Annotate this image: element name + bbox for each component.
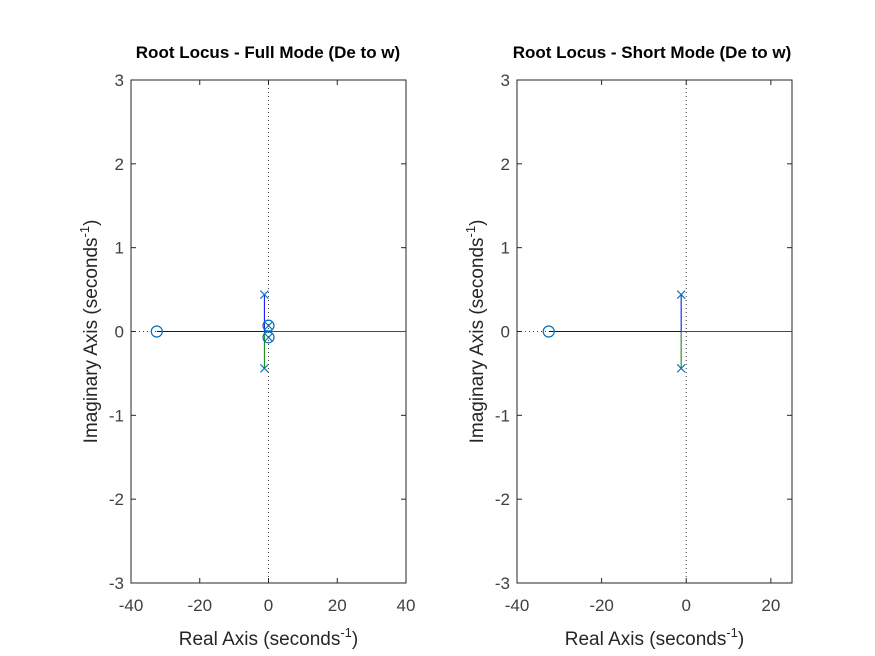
- y-tick-label: 1: [501, 239, 510, 258]
- y-axis-label-text: Imaginary Axis (seconds: [81, 237, 102, 443]
- locus-branch: [680, 331, 792, 369]
- pole-marker: [676, 290, 686, 300]
- x-tick-label: 20: [761, 596, 780, 615]
- y-tick-label: 2: [115, 155, 124, 174]
- x-axis-label: Real Axis (seconds-1): [179, 625, 358, 650]
- y-tick-label: -1: [109, 406, 124, 425]
- pole-marker: [259, 290, 269, 300]
- zero-marker: [542, 325, 555, 338]
- pole-marker: [676, 363, 686, 373]
- x-axis-label-exponent: -1: [340, 625, 352, 640]
- zero-marker: [262, 319, 275, 332]
- y-tick-label: 0: [115, 323, 124, 342]
- x-tick-label: -20: [589, 596, 614, 615]
- y-axis-label-exponent: -1: [77, 226, 92, 238]
- y-axis-label-text: Imaginary Axis (seconds: [467, 237, 488, 443]
- y-axis-label-exponent: -1: [463, 226, 478, 238]
- y-tick-label: 2: [501, 155, 510, 174]
- y-tick-label: -3: [495, 574, 510, 593]
- chart-title: Root Locus - Short Mode (De to w): [513, 43, 792, 62]
- x-tick-label: 0: [264, 596, 273, 615]
- x-tick-label: -20: [187, 596, 212, 615]
- x-tick-label: -40: [119, 596, 144, 615]
- x-axis-label-close: ): [738, 629, 744, 650]
- x-axis-label-close: ): [352, 629, 358, 650]
- y-axis-label-close: ): [81, 220, 102, 226]
- chart-title: Root Locus - Full Mode (De to w): [136, 43, 400, 62]
- zero-marker: [262, 331, 275, 344]
- y-tick-label: 3: [501, 71, 510, 90]
- locus-branch: [548, 294, 682, 332]
- y-axis-label-close: ): [467, 220, 488, 226]
- x-axis-label-text: Real Axis (seconds: [565, 629, 727, 650]
- y-axis-label: Imaginary Axis (seconds-1): [463, 220, 488, 444]
- pole-marker: [259, 363, 269, 373]
- y-tick-label: -1: [495, 406, 510, 425]
- y-tick-label: 1: [115, 239, 124, 258]
- pole-marker: [264, 321, 273, 331]
- locus-branch: [156, 294, 265, 332]
- zero-marker: [150, 325, 163, 338]
- y-axis-label: Imaginary Axis (seconds-1): [77, 220, 102, 444]
- y-tick-label: -2: [495, 490, 510, 509]
- x-tick-label: 0: [681, 596, 690, 615]
- y-tick-label: 0: [501, 323, 510, 342]
- locus-branch: [263, 331, 406, 369]
- pole-marker: [264, 332, 273, 342]
- x-tick-label: -40: [505, 596, 530, 615]
- y-tick-label: 3: [115, 71, 124, 90]
- y-tick-label: -3: [109, 574, 124, 593]
- y-tick-label: -2: [109, 490, 124, 509]
- x-axis-label: Real Axis (seconds-1): [565, 625, 744, 650]
- x-tick-label: 40: [397, 596, 416, 615]
- x-axis-label-exponent: -1: [726, 625, 738, 640]
- x-tick-label: 20: [328, 596, 347, 615]
- x-axis-label-text: Real Axis (seconds: [179, 629, 341, 650]
- full-mode-root-locus-panel: -40 -20 0 20 40 -3 -2 -1 0 1 2 3 Root Locus - Full M…: [77, 43, 415, 650]
